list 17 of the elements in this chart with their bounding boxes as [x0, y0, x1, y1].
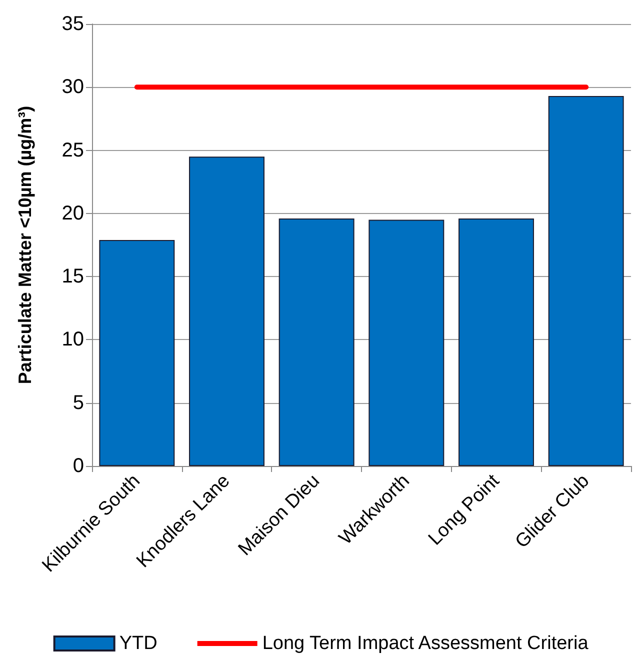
y-tick-label: 25: [62, 139, 84, 162]
y-tick-label: 0: [72, 455, 84, 477]
y-tick-label: 30: [62, 76, 84, 98]
legend-label: YTD: [119, 633, 158, 654]
y-axis-title: Particulate Matter <10µm (µg/m³): [15, 106, 35, 384]
y-tick-label: 15: [62, 266, 84, 288]
bar: [99, 240, 175, 466]
y-tick-label: 20: [62, 202, 84, 224]
y-tick-label: 35: [62, 13, 84, 35]
bar: [189, 156, 264, 466]
bar: [368, 220, 444, 466]
y-tick-label: 5: [72, 392, 84, 414]
y-tick-label: 10: [62, 328, 84, 351]
bar: [278, 218, 354, 466]
legend-label: Long Term Impact Assessment Criteria: [262, 633, 589, 654]
bar: [548, 96, 624, 466]
bar: [458, 218, 534, 466]
